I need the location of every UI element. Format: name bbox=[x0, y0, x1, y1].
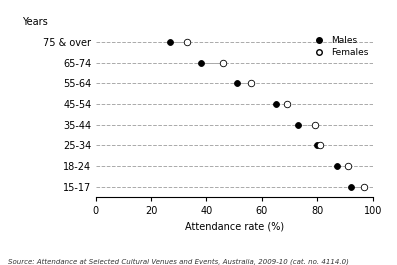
Point bbox=[295, 123, 301, 127]
Text: Source: Attendance at Selected Cultural Venues and Events, Australia, 2009-10 (c: Source: Attendance at Selected Cultural … bbox=[8, 259, 349, 265]
Point bbox=[248, 81, 254, 86]
Point bbox=[311, 123, 318, 127]
Point bbox=[184, 40, 190, 44]
Point bbox=[345, 164, 351, 168]
Point bbox=[284, 102, 290, 106]
Point bbox=[220, 61, 226, 65]
Point bbox=[167, 40, 173, 44]
Point bbox=[333, 164, 340, 168]
Y-axis label: Years: Years bbox=[22, 17, 48, 27]
Point bbox=[317, 143, 323, 147]
Point bbox=[273, 102, 279, 106]
Point bbox=[361, 184, 368, 189]
Legend: Males, Females: Males, Females bbox=[306, 33, 372, 61]
Point bbox=[234, 81, 240, 86]
Point bbox=[198, 61, 204, 65]
Point bbox=[314, 143, 320, 147]
Point bbox=[347, 184, 354, 189]
X-axis label: Attendance rate (%): Attendance rate (%) bbox=[185, 222, 284, 231]
